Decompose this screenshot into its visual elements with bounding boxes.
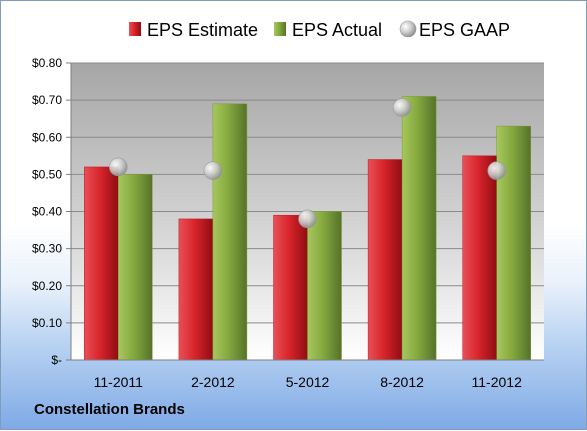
point-eps-gaap xyxy=(392,98,412,117)
bar-eps-estimate xyxy=(462,155,497,361)
bar-eps-actual xyxy=(118,174,153,361)
gaap-points xyxy=(109,98,507,229)
y-tick-label: $0.40 xyxy=(32,205,62,219)
y-tick-label: $0.80 xyxy=(32,56,62,70)
y-axis: $- $0.10 $0.20 $0.30 $0.40 $0.50 $0.60 $0.70 $0.… xyxy=(32,56,72,367)
legend-item-estimate-label: EPS Estimate xyxy=(147,20,258,40)
company-name: Constellation Brands xyxy=(34,401,185,418)
x-tick-label: 5-2012 xyxy=(286,374,330,390)
y-tick-label: $- xyxy=(51,353,62,367)
y-tick-label: $0.20 xyxy=(32,279,62,293)
x-tick-label: 2-2012 xyxy=(191,374,235,390)
bar-eps-estimate xyxy=(84,166,119,361)
bar-eps-estimate xyxy=(273,214,308,361)
point-eps-gaap xyxy=(203,161,223,180)
legend-item-gaap-swatch xyxy=(399,20,417,38)
y-tick-label: $0.10 xyxy=(32,316,62,330)
point-eps-gaap xyxy=(109,157,128,177)
bar-eps-actual xyxy=(401,96,437,361)
bar-eps-actual xyxy=(307,211,342,361)
legend: EPS Estimate EPS Actual EPS GAAP xyxy=(129,20,510,40)
y-tick-label: $0.70 xyxy=(32,93,62,107)
y-tick-label: $0.60 xyxy=(32,130,62,144)
y-tick-label: $0.30 xyxy=(32,242,62,256)
legend-item-actual-label: EPS Actual xyxy=(292,20,382,40)
bar-eps-actual xyxy=(212,103,248,361)
x-tick-label: 11-2011 xyxy=(94,374,144,390)
y-tick-label: $0.50 xyxy=(32,167,62,181)
point-eps-gaap xyxy=(487,161,507,180)
legend-item-gaap-label: EPS GAAP xyxy=(419,20,510,40)
x-axis: 11-2011 2-2012 5-2012 8-2012 11-2012 xyxy=(71,359,544,390)
bar-eps-estimate xyxy=(178,218,214,361)
point-eps-gaap xyxy=(298,209,317,229)
legend-item-actual-swatch xyxy=(274,22,286,36)
x-tick-label: 8-2012 xyxy=(380,374,424,390)
legend-item-estimate-swatch xyxy=(129,22,141,36)
bar-eps-estimate xyxy=(367,159,403,361)
x-tick-label: 11-2012 xyxy=(472,374,523,390)
bar-eps-actual xyxy=(496,125,531,361)
